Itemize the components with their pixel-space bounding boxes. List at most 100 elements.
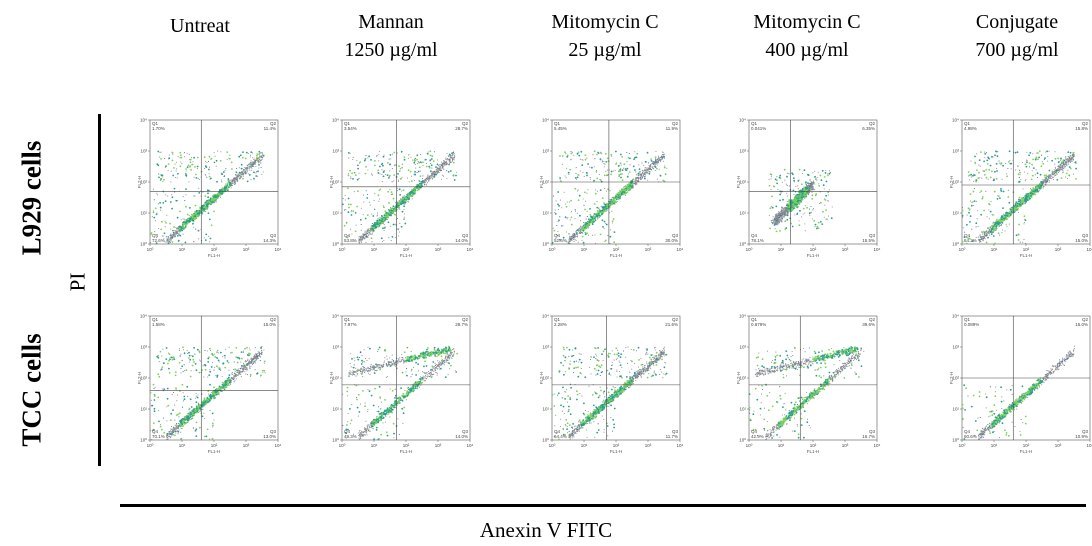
- event-dot: [163, 178, 165, 181]
- event-dot: [632, 184, 634, 186]
- event-dot: [572, 237, 574, 239]
- event-dot: [771, 221, 773, 223]
- event-dot: [382, 175, 385, 178]
- event-dot: [161, 220, 163, 223]
- event-dot: [603, 202, 605, 204]
- event-dot: [1046, 150, 1049, 153]
- event-dot: [802, 207, 805, 210]
- event-dot: [773, 220, 775, 222]
- event-dot: [601, 212, 604, 215]
- event-dot: [786, 192, 788, 194]
- event-dot: [581, 158, 583, 161]
- event-dot: [237, 173, 239, 175]
- event-dot: [175, 170, 177, 172]
- event-dot: [173, 236, 175, 238]
- event-dot: [398, 206, 400, 208]
- event-dot: [378, 224, 381, 227]
- event-dot: [174, 191, 176, 193]
- event-dot: [238, 177, 241, 179]
- event-dot: [781, 216, 783, 218]
- event-dot: [777, 222, 779, 224]
- event-dot: [824, 198, 826, 200]
- event-dot: [201, 205, 204, 207]
- event-dot: [431, 155, 434, 158]
- event-dot: [768, 214, 770, 216]
- event-dot: [359, 242, 361, 244]
- event-dot: [781, 214, 783, 216]
- event-dot: [213, 210, 215, 213]
- event-dot: [426, 175, 428, 177]
- event-dot: [238, 171, 241, 174]
- event-dot: [346, 221, 348, 223]
- event-dot: [398, 180, 400, 182]
- event-dot: [582, 171, 584, 174]
- event-dot: [551, 241, 554, 244]
- event-dot: [796, 195, 799, 198]
- event-dot: [233, 180, 235, 182]
- event-dot: [420, 154, 422, 156]
- event-dot: [414, 173, 417, 176]
- event-dot: [355, 174, 357, 176]
- event-dot: [591, 166, 593, 169]
- event-dot: [554, 209, 556, 211]
- event-dot: [603, 227, 605, 229]
- event-dot: [221, 192, 223, 195]
- event-dot: [401, 176, 403, 178]
- event-dot: [611, 199, 614, 202]
- event-dot: [1005, 223, 1007, 225]
- event-dot: [362, 233, 364, 235]
- event-dot: [398, 231, 401, 233]
- event-dot: [413, 179, 415, 182]
- event-dot: [347, 197, 350, 200]
- event-dot: [594, 192, 597, 195]
- event-dot: [622, 167, 625, 169]
- event-dot: [556, 224, 558, 227]
- event-dot: [637, 172, 640, 175]
- event-dot: [362, 194, 365, 196]
- event-dot: [215, 165, 217, 167]
- event-dot: [166, 214, 168, 216]
- event-dot: [607, 188, 609, 191]
- event-dot: [358, 238, 360, 240]
- event-dot: [175, 231, 177, 233]
- event-dot: [238, 174, 240, 176]
- x-tick-label: 10⁰: [746, 247, 753, 252]
- event-dot: [814, 223, 817, 226]
- event-dot: [446, 159, 448, 161]
- event-dot: [445, 161, 447, 163]
- event-dot: [374, 226, 377, 229]
- event-dot: [364, 235, 366, 237]
- event-dot: [388, 202, 390, 204]
- event-dot: [375, 224, 378, 227]
- event-dot: [1038, 150, 1041, 153]
- event-dot: [1042, 186, 1044, 188]
- event-dot: [369, 231, 371, 233]
- event-dot: [401, 202, 404, 204]
- event-dot: [253, 162, 256, 164]
- event-dot: [232, 178, 234, 180]
- event-dot: [806, 206, 808, 209]
- event-dot: [798, 196, 800, 198]
- event-dot: [600, 205, 602, 207]
- event-dot: [412, 159, 414, 161]
- event-dot: [230, 161, 233, 164]
- event-dot: [388, 158, 390, 160]
- event-dot: [804, 223, 806, 225]
- event-dot: [193, 226, 195, 228]
- event-dot: [160, 151, 162, 153]
- event-dot: [400, 225, 403, 228]
- event-dot: [798, 201, 801, 203]
- event-dot: [393, 174, 396, 176]
- event-dot: [167, 240, 169, 242]
- event-dot: [1000, 164, 1002, 166]
- event-dot: [164, 220, 166, 222]
- event-dot: [374, 208, 376, 211]
- event-dot: [566, 241, 568, 243]
- event-dot: [178, 233, 180, 235]
- event-dot: [399, 222, 401, 224]
- event-dot: [257, 158, 259, 160]
- event-dot: [177, 156, 179, 158]
- event-dot: [364, 237, 366, 239]
- event-dot: [250, 160, 252, 162]
- event-dot: [171, 236, 173, 238]
